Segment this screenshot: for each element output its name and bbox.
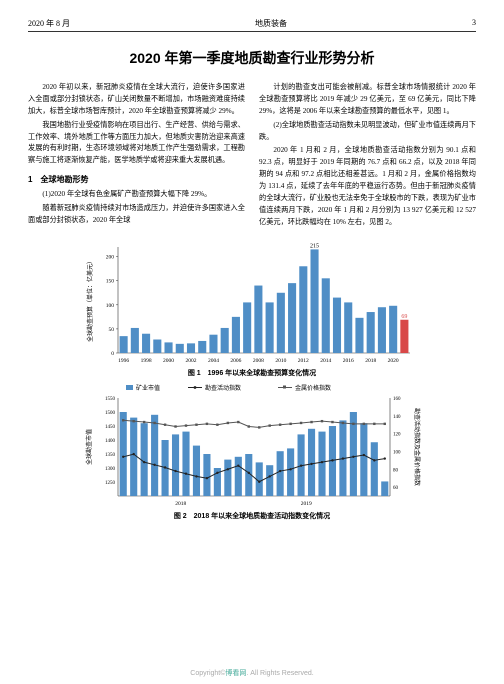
- svg-text:2020: 2020: [388, 358, 399, 364]
- svg-text:140: 140: [393, 414, 401, 419]
- svg-text:2006: 2006: [230, 358, 241, 364]
- svg-text:全球勘查预算（单位：亿美元）: 全球勘查预算（单位：亿美元）: [86, 257, 94, 341]
- header-date: 2020 年 8 月: [28, 18, 70, 29]
- svg-text:50: 50: [109, 326, 115, 332]
- svg-text:1500: 1500: [105, 411, 116, 416]
- svg-text:1550: 1550: [105, 397, 116, 402]
- svg-text:2000: 2000: [163, 358, 174, 364]
- chart-1-caption: 图 1 1996 年以来全球勘查预算变化情况: [28, 368, 476, 378]
- footer-text: Copyright©博看网. All Rights Reserved.: [190, 670, 313, 677]
- header-journal: 地质装备: [255, 18, 287, 29]
- svg-text:150: 150: [106, 278, 115, 284]
- svg-text:1350: 1350: [105, 453, 116, 458]
- article-title: 2020 年第一季度地质勘查行业形势分析: [28, 48, 476, 68]
- svg-text:215: 215: [310, 243, 319, 249]
- svg-text:1250: 1250: [105, 481, 116, 486]
- svg-text:1996: 1996: [118, 358, 129, 364]
- svg-text:69: 69: [401, 313, 407, 319]
- svg-text:2019: 2019: [301, 501, 312, 507]
- para-r1: 计划的勘查支出可能会被削减。标普全球市场情报统计 2020 年全球勘查预算将比 …: [259, 82, 476, 118]
- svg-text:2018: 2018: [365, 358, 376, 364]
- para-l1: 2020 年初以来，新冠肺炎疫情在全球大流行，迫使许多国家进入全面或部分封锁状态…: [28, 82, 245, 118]
- para-l2: 我国地勘行业受疫情影响在项目出行、生产经营、供给与需求、工作效率、境外地质工作等…: [28, 120, 245, 168]
- svg-text:1998: 1998: [141, 358, 152, 364]
- chart-1-svg: 全球勘查预算（单位：亿美元） 0 50 100 150 200 215 69 1996 1998 2…: [82, 237, 422, 367]
- svg-text:2014: 2014: [320, 358, 331, 364]
- svg-text:2016: 2016: [343, 358, 354, 364]
- svg-text:2012: 2012: [298, 358, 309, 364]
- left-column: 2020 年初以来，新冠肺炎疫情在全球大流行，迫使许多国家进入全面或部分封锁状态…: [28, 82, 245, 231]
- svg-text:100: 100: [106, 302, 115, 308]
- page-footer: Copyright©博看网. All Rights Reserved.: [0, 668, 504, 678]
- svg-text:1400: 1400: [105, 439, 116, 444]
- svg-text:2002: 2002: [186, 358, 197, 364]
- para-r3: 2020 年 1 月和 2 月，全球地质勘查活动指数分别为 90.1 点和 92…: [259, 145, 476, 228]
- right-column: 计划的勘查支出可能会被削减。标普全球市场情报统计 2020 年全球勘查预算将比 …: [259, 82, 476, 231]
- page: 2020 年 8 月 地质装备 3 2020 年第一季度地质勘查行业形势分析 2…: [0, 0, 504, 533]
- chart-2-caption: 图 2 2018 年以来全球地质勘查活动指数变化情况: [28, 511, 476, 521]
- para-r2: (2)全球地质勘查活动指数未见明显波动，但矿业市值连续两月下跌。: [259, 120, 476, 144]
- svg-text:矿业市值: 矿业市值: [136, 384, 160, 392]
- svg-text:1450: 1450: [105, 425, 116, 430]
- svg-text:金属价格指数: 金属价格指数: [295, 384, 331, 392]
- svg-text:120: 120: [393, 432, 401, 437]
- section-heading-1: 1 全球地勘形势: [28, 173, 245, 186]
- svg-text:0: 0: [111, 351, 114, 357]
- para-l4: 随着新冠肺炎疫情持续对市场造成压力，并迫使许多国家进入全面或部分封锁状态，202…: [28, 203, 245, 227]
- page-header: 2020 年 8 月 地质装备 3: [28, 18, 476, 32]
- para-l3: (1)2020 年全球有色金属矿产勘查预算大幅下降 29%。: [28, 189, 245, 201]
- svg-text:200: 200: [106, 254, 115, 260]
- chart-2-svg: 矿业市值 勘查活动指数 金属价格指数全球勘查市值 勘查活动指数及金属价格指数 1250 1…: [82, 382, 422, 510]
- charts-area: 全球勘查预算（单位：亿美元） 0 50 100 150 200 215 69 1996 1998 2…: [28, 237, 476, 521]
- svg-text:2004: 2004: [208, 358, 219, 364]
- svg-text:1300: 1300: [105, 467, 116, 472]
- svg-text:100: 100: [393, 450, 401, 455]
- svg-text:勘查活动指数及金属价格指数: 勘查活动指数及金属价格指数: [413, 407, 421, 485]
- chart-1: 全球勘查预算（单位：亿美元） 0 50 100 150 200 215 69 1996 1998 2…: [28, 237, 476, 378]
- svg-text:2008: 2008: [253, 358, 264, 364]
- svg-text:勘查活动指数: 勘查活动指数: [205, 384, 241, 392]
- chart-2: 矿业市值 勘查活动指数 金属价格指数全球勘查市值 勘查活动指数及金属价格指数 1250 1…: [28, 382, 476, 521]
- header-page-num: 3: [472, 18, 476, 29]
- svg-text:全球勘查市值: 全球勘查市值: [85, 428, 93, 464]
- svg-text:2018: 2018: [175, 501, 186, 507]
- svg-text:60: 60: [393, 486, 399, 491]
- svg-text:160: 160: [393, 397, 401, 402]
- svg-text:2010: 2010: [275, 358, 286, 364]
- text-columns: 2020 年初以来，新冠肺炎疫情在全球大流行，迫使许多国家进入全面或部分封锁状态…: [28, 82, 476, 231]
- svg-text:80: 80: [393, 468, 399, 473]
